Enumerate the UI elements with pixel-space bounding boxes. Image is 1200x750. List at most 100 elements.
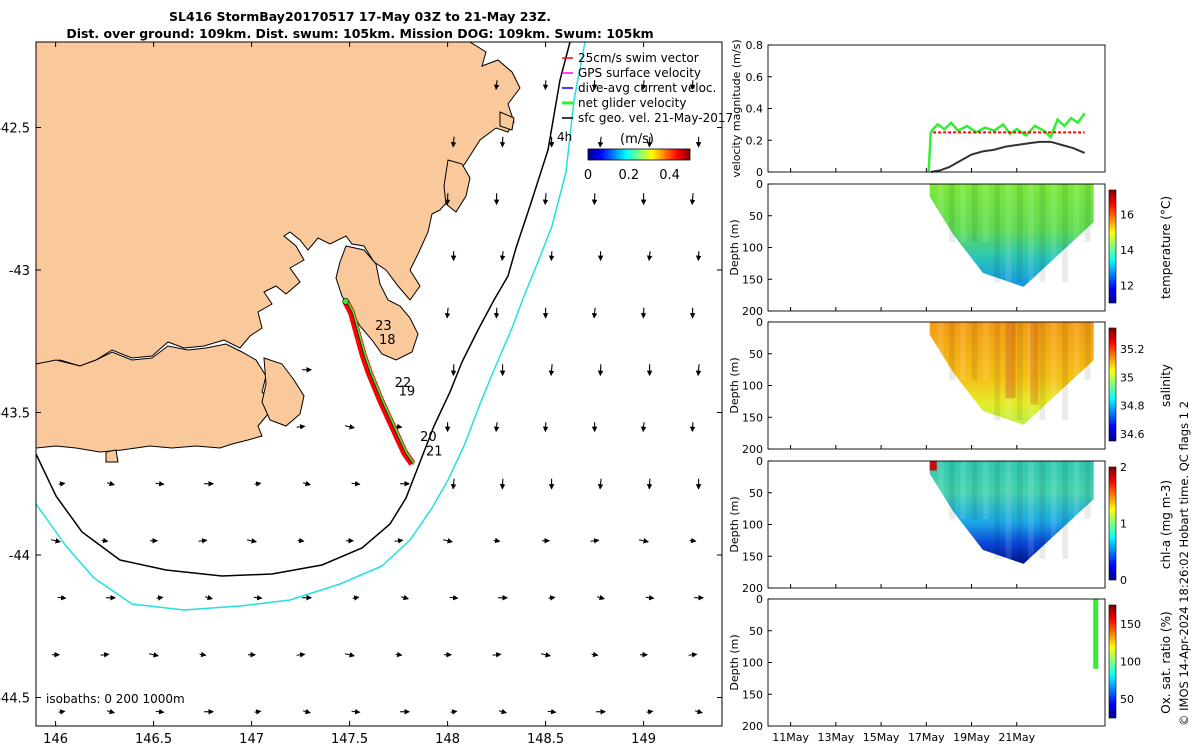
geo-velocity-arrow xyxy=(638,538,649,544)
map-x-tick-label: 147.5 xyxy=(331,732,368,747)
geo-velocity-arrow xyxy=(646,251,653,262)
geo-velocity-arrow xyxy=(297,537,305,544)
track-day-label: 18 xyxy=(379,333,396,348)
section-streak xyxy=(937,184,944,243)
panel-colorbar xyxy=(1108,189,1117,304)
geo-velocity-arrow xyxy=(100,652,110,658)
geo-velocity-arrow xyxy=(254,709,262,715)
geo-velocity-arrow xyxy=(450,478,457,490)
depth-y-tick-label: 200 xyxy=(742,720,763,733)
geo-velocity-arrow xyxy=(548,251,555,262)
geo-velocity-arrow xyxy=(450,364,457,377)
geo-velocity-arrow xyxy=(493,422,500,433)
geo-velocity-arrow xyxy=(499,251,506,262)
geo-velocity-arrow xyxy=(204,594,213,601)
geo-velocity-arrow xyxy=(106,480,115,487)
depth-y-tick-label: 0 xyxy=(756,316,763,329)
panel-frame xyxy=(767,460,1106,589)
section-streak xyxy=(971,322,978,381)
geo-velocity-arrow xyxy=(148,652,159,658)
geo-velocity-arrow xyxy=(344,424,355,430)
map-y-tick-label: -43 xyxy=(9,264,30,279)
panel-colorbar xyxy=(1108,466,1117,581)
geo-velocity-arrow xyxy=(450,136,457,148)
depth-y-label: Depth (m) xyxy=(728,496,741,552)
panel-frame xyxy=(767,321,1106,450)
depth-y-tick-label: 100 xyxy=(742,380,763,393)
geo-velocity-arrow xyxy=(395,651,403,658)
geo-velocity-arrow xyxy=(590,538,600,544)
geo-velocity-arrow xyxy=(394,538,404,544)
section-streak xyxy=(1050,322,1057,421)
map-y-tick-label: -44.5 xyxy=(0,692,30,707)
geo-velocity-arrow xyxy=(591,193,598,206)
geo-velocity-vectors xyxy=(50,80,705,715)
depth-y-tick-label: 50 xyxy=(749,210,763,223)
side-panel-5: 0 50 100 150 200 Depth (m) 50 100 150 Ox. sat. ra… xyxy=(728,593,1173,733)
geo-velocity-arrow xyxy=(646,136,653,148)
depth-y-tick-label: 200 xyxy=(742,582,763,595)
depth-y-label: Depth (m) xyxy=(728,357,741,413)
geo-velocity-arrow xyxy=(449,594,459,601)
geo-velocity-arrow xyxy=(106,708,115,715)
panel-colorbar-tick: 2 xyxy=(1120,461,1127,474)
velocity-y-label: velocity magnitude (m/s) xyxy=(730,39,743,177)
section-streak xyxy=(1005,184,1012,283)
geo-velocity-arrow xyxy=(493,537,501,544)
depth-y-tick-label: 0 xyxy=(756,178,763,191)
land-maria-island xyxy=(443,159,471,213)
map-x-tick-label: 148.5 xyxy=(527,732,564,747)
geo-velocity-arrow xyxy=(254,481,262,487)
map-y-tick-label: -42.5 xyxy=(0,122,30,137)
depth-y-tick-label: 100 xyxy=(742,519,763,532)
section-heatmap xyxy=(929,461,1094,564)
panel-colorbar-tick: 12 xyxy=(1120,279,1134,292)
time-x-tick-label: 13May xyxy=(817,731,854,744)
section-streak xyxy=(960,461,967,520)
colorbar-tick-label: 0 xyxy=(584,168,592,183)
section-streak xyxy=(1005,322,1016,399)
depth-y-tick-label: 100 xyxy=(742,657,763,670)
section-streak xyxy=(994,322,1001,421)
geo-velocity-arrow xyxy=(542,80,549,91)
section-streak xyxy=(1073,322,1080,381)
geo-velocity-arrow xyxy=(156,595,164,601)
panel-colorbar-label: salinity xyxy=(1159,364,1173,407)
geo-velocity-arrow xyxy=(646,478,653,490)
title-line-1: SL416 StormBay20170517 17-May 03Z to 21-… xyxy=(169,9,551,24)
map-y-tick-label: -44 xyxy=(9,549,30,564)
geo-velocity-arrow xyxy=(352,595,360,601)
section-streak xyxy=(1084,461,1091,520)
isobath-200m xyxy=(36,42,571,577)
map-x-tick-label: 147 xyxy=(239,732,264,747)
velocity-y-tick-label: 0.8 xyxy=(746,39,764,52)
time-x-tick-label: 15May xyxy=(863,731,900,744)
colorbar-title: (m/s) xyxy=(620,132,654,147)
depth-y-tick-label: 200 xyxy=(742,443,763,456)
geo-velocity-arrow xyxy=(302,480,311,487)
track-day-label: 22 xyxy=(395,376,412,391)
geo-velocity-arrow xyxy=(344,652,355,658)
section-streak xyxy=(1084,322,1091,381)
depth-y-tick-label: 150 xyxy=(742,550,763,563)
depth-y-label: Depth (m) xyxy=(728,219,741,275)
geo-velocity-arrow xyxy=(689,422,696,433)
section-streak xyxy=(1039,322,1046,421)
geo-velocity-arrow xyxy=(444,307,451,319)
geo-velocity-arrow xyxy=(547,708,557,715)
depth-y-tick-label: 150 xyxy=(742,411,763,424)
geo-velocity-arrow xyxy=(645,594,655,601)
section-streak xyxy=(982,184,989,243)
section-streak xyxy=(937,461,944,520)
geo-velocity-arrow xyxy=(591,307,598,319)
geo-velocity-arrow xyxy=(597,136,604,148)
geo-velocity-arrow xyxy=(155,480,165,487)
legend-entry: dive-avg current veloc. xyxy=(578,81,716,95)
panel-colorbar-tick: 100 xyxy=(1120,656,1141,669)
section-streak xyxy=(1005,461,1012,560)
track-net-velocity xyxy=(346,300,415,465)
geo-velocity-arrow xyxy=(58,709,66,715)
map-x-tick-label: 146.5 xyxy=(135,732,172,747)
panel-colorbar-tick: 35.2 xyxy=(1120,343,1145,356)
